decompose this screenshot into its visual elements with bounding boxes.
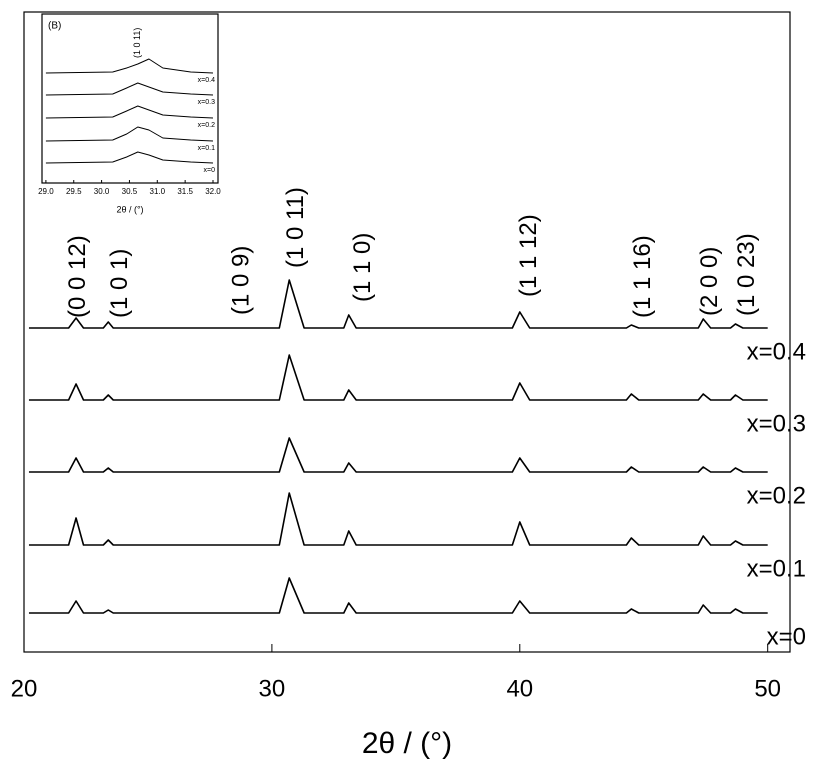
series-label: x=0.4 (747, 338, 806, 365)
x-axis-label: 2θ / (°) (116, 204, 143, 214)
peak-label: (1 0 11) (132, 28, 142, 58)
series-label: x=0 (767, 623, 806, 650)
x-tick-label: 29.0 (38, 187, 54, 196)
pattern-line (28, 279, 768, 329)
x-tick-label: 31.0 (150, 187, 166, 196)
pattern-line (45, 126, 214, 142)
pattern-line (28, 354, 768, 401)
series-label: x=0.1 (198, 145, 215, 152)
pattern-line (45, 105, 214, 119)
x-tick-label: 50 (754, 675, 781, 702)
peak-label: (0 0 12) (64, 235, 91, 318)
pattern-line (28, 437, 768, 473)
peak-label: (1 1 16) (629, 235, 656, 318)
peak-label: (1 1 0) (349, 233, 376, 302)
peak-label: (1 0 11) (282, 187, 309, 268)
peak-label: (1 0 23) (733, 233, 760, 316)
x-tick-label: 30 (259, 675, 286, 702)
pattern-line (45, 151, 214, 164)
series-label: x=0.1 (747, 555, 806, 582)
x-tick-label: 32.0 (205, 187, 221, 196)
peak-label: (2 0 0) (696, 247, 723, 316)
series-label: x=0.2 (747, 482, 806, 509)
peak-label: (1 1 12) (515, 214, 542, 297)
series-label: x=0.3 (747, 410, 806, 437)
series-label: x=0.3 (198, 99, 215, 106)
x-tick-label: 20 (11, 675, 38, 702)
x-tick-label: 30.5 (122, 187, 138, 196)
series-label: x=0.4 (198, 77, 215, 84)
x-tick-label: 30.0 (94, 187, 110, 196)
x-tick-label: 29.5 (66, 187, 82, 196)
x-tick-label: 40 (506, 675, 533, 702)
pattern-line (28, 577, 768, 614)
pattern-line (45, 58, 214, 74)
pattern-line (28, 492, 768, 546)
x-tick-label: 31.5 (177, 187, 193, 196)
plot: 29.0 29.5 30.0 30.5 31.0 31.5 32.0 2θ / (°) (B) x… (38, 13, 221, 214)
series-label: x=0.2 (198, 122, 215, 129)
peak-label: (1 0 1) (106, 249, 133, 318)
series-label: x=0 (204, 167, 216, 174)
peak-label: (1 0 9) (227, 246, 254, 315)
plot-frame (41, 13, 219, 184)
chart-title: (B) (48, 21, 61, 32)
pattern-line (45, 82, 214, 96)
x-axis-label: 2θ / (°) (362, 727, 452, 760)
